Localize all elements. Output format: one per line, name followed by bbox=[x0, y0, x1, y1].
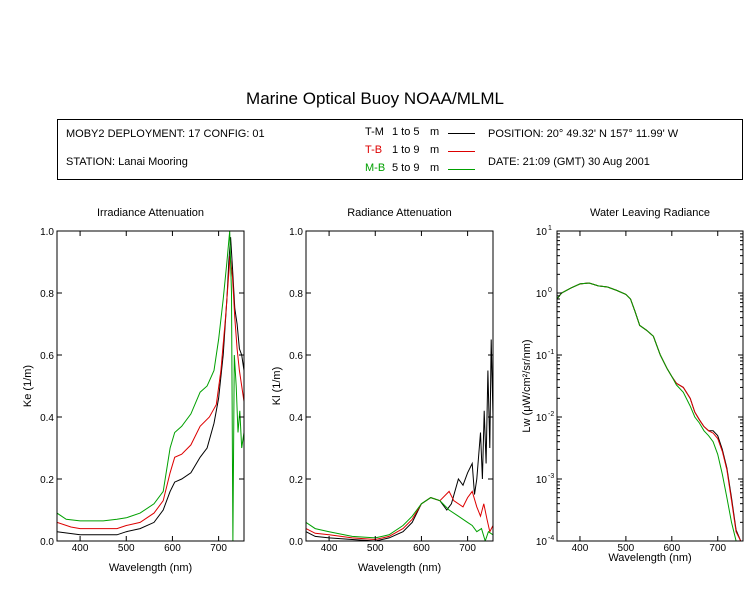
y-tick-label: 10 bbox=[536, 289, 548, 300]
legend-range-tb: 1 to 9 bbox=[392, 144, 420, 156]
legend-code-tm: T-M bbox=[365, 126, 384, 138]
y-tick-exponent: 0 bbox=[548, 287, 552, 294]
legend-code-tb: T-B bbox=[365, 144, 383, 156]
y-tick-label: 10 bbox=[536, 227, 548, 238]
series-line-m-b bbox=[557, 282, 741, 541]
x-tick-label: 500 bbox=[367, 543, 384, 554]
legend-unit-mb: m bbox=[430, 162, 440, 174]
position-text: POSITION: 20° 49.32' N 157° 11.99' W bbox=[488, 128, 679, 140]
chart-1: Irradiance Attenuation 400 500 600 700 Wavele… bbox=[22, 207, 245, 574]
y-tick-label: 0.6 bbox=[40, 351, 54, 362]
chart-title: Radiance Attenuation bbox=[347, 207, 452, 219]
legend-unit-tm: m bbox=[430, 126, 440, 138]
x-tick-label: 400 bbox=[572, 543, 589, 554]
x-tick-label: 700 bbox=[210, 543, 227, 554]
plot-frame bbox=[56, 230, 245, 542]
plot-frame bbox=[556, 230, 744, 542]
legend-code-mb: M-B bbox=[365, 162, 386, 174]
series-line-m-b bbox=[57, 231, 244, 541]
station-text: STATION: Lanai Mooring bbox=[66, 156, 188, 168]
series-line-m-b bbox=[306, 497, 493, 541]
x-axis-label: Wavelength (nm) bbox=[109, 562, 192, 574]
y-axis-label: Ke (1/m) bbox=[22, 365, 34, 407]
y-tick-label: 0.2 bbox=[40, 475, 54, 486]
series-line-t-b bbox=[57, 255, 244, 530]
y-tick-label: 0.8 bbox=[289, 289, 303, 300]
y-tick-label: 0.0 bbox=[289, 537, 303, 548]
legend-unit-tb: m bbox=[430, 144, 440, 156]
x-tick-label: 600 bbox=[164, 543, 181, 554]
y-tick-exponent: -1 bbox=[548, 349, 554, 356]
y-tick-label: 0.4 bbox=[289, 413, 303, 424]
legend-swatch-tm bbox=[448, 133, 475, 134]
chart-2: Radiance Attenuation 400 500 600 700 Waveleng… bbox=[271, 207, 494, 574]
y-tick-label: 0.4 bbox=[40, 413, 54, 424]
legend-swatch-tb bbox=[448, 151, 475, 152]
y-tick-label: 1.0 bbox=[289, 227, 303, 238]
y-axis-label: Lw (μW/cm²/sr/nm) bbox=[521, 339, 533, 432]
x-axis-label: Wavelength (nm) bbox=[358, 562, 441, 574]
plot-frame bbox=[305, 230, 494, 542]
legend-swatch-mb bbox=[448, 169, 475, 170]
y-tick-exponent: -4 bbox=[548, 535, 554, 542]
y-tick-label: 10 bbox=[536, 537, 548, 548]
y-tick-label: 0.2 bbox=[289, 475, 303, 486]
y-axis-label: Kl (1/m) bbox=[271, 367, 283, 406]
chart-title: Water Leaving Radiance bbox=[590, 207, 710, 219]
x-tick-label: 500 bbox=[118, 543, 135, 554]
info-box: MOBY2 DEPLOYMENT: 17 CONFIG: 01 STATION:… bbox=[57, 119, 743, 180]
series-line-t-b bbox=[557, 282, 742, 541]
y-tick-label: 0.8 bbox=[40, 289, 54, 300]
x-tick-label: 700 bbox=[459, 543, 476, 554]
x-tick-label: 400 bbox=[72, 543, 89, 554]
y-tick-exponent: -2 bbox=[548, 411, 554, 418]
y-tick-label: 10 bbox=[536, 413, 548, 424]
y-tick-exponent: 1 bbox=[548, 225, 552, 232]
deployment-text: MOBY2 DEPLOYMENT: 17 CONFIG: 01 bbox=[66, 128, 265, 140]
y-tick-label: 10 bbox=[536, 351, 548, 362]
y-tick-label: 0.6 bbox=[289, 351, 303, 362]
y-tick-exponent: -3 bbox=[548, 473, 554, 480]
legend-range-mb: 5 to 9 bbox=[392, 162, 420, 174]
chart-title: Irradiance Attenuation bbox=[97, 207, 204, 219]
x-tick-label: 600 bbox=[413, 543, 430, 554]
date-text: DATE: 21:09 (GMT) 30 Aug 2001 bbox=[488, 156, 650, 168]
x-tick-label: 500 bbox=[618, 543, 635, 554]
y-tick-label: 1.0 bbox=[40, 227, 54, 238]
series-line-t-m bbox=[557, 282, 742, 541]
series-line-t-b bbox=[306, 490, 493, 541]
x-axis-label: Wavelength (nm) bbox=[608, 552, 691, 564]
y-tick-label: 0.0 bbox=[40, 537, 54, 548]
page-title: Marine Optical Buoy NOAA/MLML bbox=[246, 89, 504, 108]
x-tick-label: 700 bbox=[709, 543, 726, 554]
x-tick-label: 400 bbox=[321, 543, 338, 554]
x-tick-label: 600 bbox=[663, 543, 680, 554]
chart-3: Water Leaving Radiance 400 500 600 700 Wavele… bbox=[521, 207, 744, 564]
y-tick-label: 10 bbox=[536, 475, 548, 486]
series-line-t-m bbox=[57, 237, 244, 536]
legend-range-tm: 1 to 5 bbox=[392, 126, 420, 138]
series-line-t-m bbox=[306, 339, 493, 541]
